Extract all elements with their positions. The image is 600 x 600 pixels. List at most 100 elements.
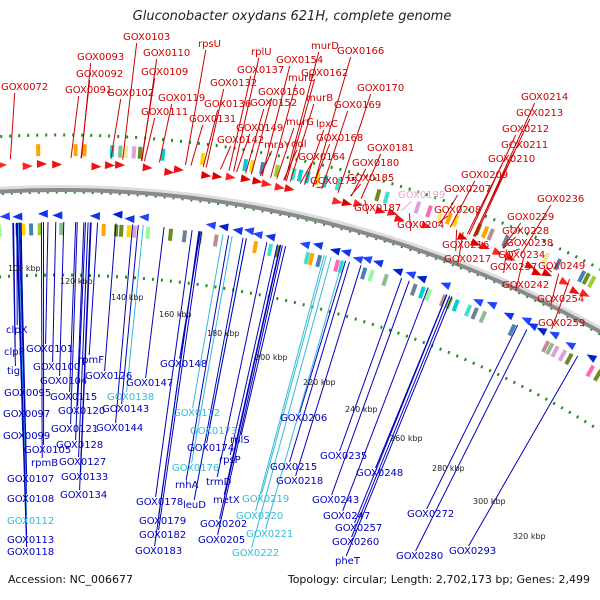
reverse-leader-line [217, 245, 283, 536]
forward-category-block [501, 234, 510, 248]
reverse-category-block [131, 225, 137, 238]
reverse-leader-line [145, 227, 165, 379]
scale-label: 140 kbp [111, 293, 144, 302]
reverse-gene-label: GOX0202 [200, 519, 247, 530]
forward-category-block [587, 275, 597, 288]
forward-gene-label: GOX0150 [258, 87, 305, 98]
forward-leader-line [457, 232, 464, 266]
forward-leader-line [337, 93, 372, 193]
reverse-gene-arrow [138, 213, 150, 222]
forward-gene-label: GOX0242 [502, 280, 549, 291]
forward-gene-arrow [240, 174, 251, 183]
forward-gene-arrow [173, 165, 184, 174]
reverse-category-block [21, 223, 26, 236]
forward-category-block [249, 160, 256, 173]
reverse-gene-arrow [52, 211, 63, 220]
forward-leader-line [312, 56, 352, 187]
forward-gene-label: GOX0259 [538, 318, 585, 329]
reverse-leader-line [354, 294, 448, 524]
reverse-leader-line [185, 235, 230, 481]
forward-leader-line [360, 153, 382, 200]
reverse-category-block [463, 304, 473, 317]
reverse-gene-arrow [89, 212, 101, 221]
reverse-gene-label: GOX0105 [24, 445, 71, 456]
scale-label: 100 kbp [8, 264, 41, 273]
forward-gene-label: GOX0204 [397, 220, 444, 231]
label-leader-lines [9, 42, 579, 557]
reverse-gene-arrow [265, 233, 276, 242]
forward-leader-line [321, 110, 349, 189]
scale-label: 260 kbp [390, 434, 423, 443]
forward-leader-line [284, 51, 320, 181]
forward-gene-arrow [251, 176, 263, 185]
reverse-leader-line [20, 222, 28, 475]
reverse-leader-line [158, 231, 203, 531]
reverse-gene-label: GOX0235 [320, 451, 367, 462]
forward-category-block [199, 152, 206, 166]
reverse-leader-line [331, 280, 410, 496]
reverse-gene-arrow [12, 212, 23, 221]
forward-leader-line [276, 127, 295, 180]
reverse-leader-line [192, 234, 224, 409]
forward-gene-label: GOX0137 [237, 65, 284, 76]
inner-tick-ring [0, 273, 600, 432]
reverse-gene-arrow [218, 223, 229, 232]
forward-category-block [436, 208, 445, 222]
reverse-leader-line [216, 242, 268, 478]
reverse-gene-label: GOX0178 [136, 497, 183, 508]
reverse-leader-line [75, 222, 85, 441]
reverse-gene-label: GOX0293 [449, 546, 496, 557]
reverse-category-block [451, 299, 460, 312]
forward-gene-arrow [531, 267, 542, 276]
forward-leader-line [468, 134, 517, 235]
forward-leader-line [503, 249, 507, 274]
reverse-gene-label: GOX0115 [50, 392, 97, 403]
reverse-category-block [417, 286, 426, 299]
reverse-gene-label: clpX [6, 325, 28, 336]
scale-label: 320 kbp [513, 532, 546, 541]
reverse-gene-label: GOX0260 [332, 537, 379, 548]
reverse-gene-label: GOX0148 [160, 359, 207, 370]
forward-leader-line [80, 79, 91, 159]
reverse-gene-label: leuD [183, 500, 206, 511]
forward-gene-label: rpsU [198, 39, 221, 50]
forward-gene-label: GOX0236 [537, 194, 584, 205]
reverse-leader-line [240, 245, 287, 436]
forward-leader-line [110, 98, 122, 160]
reverse-gene-label: GOX0205 [198, 535, 245, 546]
reverse-leader-line [115, 224, 134, 424]
reverse-category-block [59, 222, 64, 236]
reverse-category-block [424, 288, 433, 302]
reverse-gene-arrow [472, 299, 484, 307]
reverse-gene-label: clpP [4, 347, 25, 358]
forward-leader-line [502, 222, 522, 249]
reverse-gene-label: GOX0206 [280, 413, 327, 424]
reverse-category-block [564, 352, 574, 366]
reverse-leader-line [415, 329, 528, 552]
reverse-gene-arrow [232, 227, 243, 236]
forward-gene-label: GOX0142 [217, 135, 264, 146]
reverse-gene-arrow [340, 249, 352, 257]
forward-gene-arrow [579, 288, 590, 297]
forward-leader-line [158, 103, 173, 163]
forward-gene-arrow [558, 276, 570, 285]
reverse-gene-label: rpsP [219, 455, 241, 466]
reverse-leader-line [88, 222, 99, 356]
forward-gene-label: GOX0181 [367, 143, 414, 154]
reverse-gene-arrow [486, 301, 498, 310]
reverse-category-block [126, 225, 132, 238]
forward-category-block [273, 164, 280, 178]
forward-gene-label: GOX0092 [76, 69, 123, 80]
forward-gene-label: GOX0169 [334, 100, 381, 111]
reverse-gene-label: metX [213, 495, 240, 506]
reverse-leader-line [295, 265, 362, 477]
forward-leader-line [202, 109, 219, 168]
reverse-gene-label: GOX0101 [26, 344, 73, 355]
forward-gene-label: GOX0154 [276, 55, 323, 66]
reverse-gene-label: GOX0243 [312, 495, 359, 506]
reverse-leader-line [154, 231, 200, 547]
reverse-leader-line [155, 230, 193, 498]
forward-gene-label: GOX0149 [236, 123, 283, 134]
forward-gene-label: rplU [251, 47, 272, 58]
forward-category-block [137, 146, 143, 159]
